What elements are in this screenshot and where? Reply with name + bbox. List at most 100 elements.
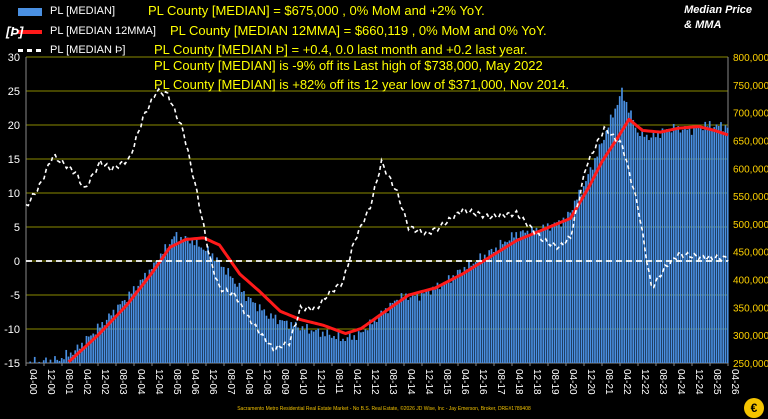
- right-tick-label-2: 350,000: [733, 303, 768, 314]
- median-bar: [103, 325, 106, 363]
- median-bar: [137, 285, 140, 363]
- median-bar: [535, 227, 538, 363]
- p-delta-line: [25, 87, 729, 353]
- median-bar: [616, 104, 619, 363]
- median-bar: [708, 121, 711, 363]
- median-bar: [425, 289, 428, 363]
- median-bar: [128, 291, 131, 363]
- median-bar: [486, 257, 488, 363]
- median-bar: [427, 290, 430, 363]
- median-bar: [522, 230, 524, 363]
- left-tick-label-1: -10: [4, 324, 20, 336]
- x-tick-label-6: 04-04: [135, 369, 146, 395]
- x-tick-label-32: 08-21: [603, 369, 614, 395]
- median-bar: [339, 341, 342, 363]
- x-tick-label-28: 12-18: [531, 369, 542, 395]
- median-bar: [371, 324, 374, 363]
- median-bar: [544, 228, 547, 363]
- median-bar: [83, 346, 86, 363]
- median-bar: [465, 269, 468, 363]
- right-tick-label-7: 600,000: [733, 164, 768, 175]
- x-tick-label-35: 08-23: [657, 369, 668, 395]
- median-bar: [418, 300, 421, 363]
- median-bar: [315, 329, 317, 363]
- median-bar: [582, 186, 585, 363]
- median-bar: [213, 260, 216, 363]
- median-bar: [564, 220, 567, 363]
- median-bar: [654, 137, 657, 363]
- median-bar: [634, 127, 637, 363]
- median-bar: [693, 126, 695, 363]
- median-bar: [335, 339, 338, 363]
- median-bar: [236, 286, 239, 363]
- median-bar: [272, 318, 275, 363]
- median-bar: [60, 358, 63, 363]
- median-bar: [681, 129, 684, 363]
- median-bar: [63, 359, 65, 363]
- median-bar: [229, 276, 232, 363]
- median-bar: [459, 269, 461, 363]
- right-tick-label-5: 500,000: [733, 220, 768, 231]
- x-tick-label-3: 04-02: [81, 369, 92, 395]
- left-tick-label-8: 25: [8, 86, 20, 98]
- median-bar: [337, 332, 340, 363]
- median-bar: [618, 96, 621, 363]
- median-bar: [555, 222, 558, 363]
- median-bar: [508, 240, 511, 363]
- legend-swatch-median: [18, 8, 42, 16]
- median-bar: [258, 304, 261, 363]
- median-bar: [355, 339, 358, 363]
- legend-name-mma: PL [MEDIAN 12MMA]: [50, 25, 156, 37]
- median-bar: [537, 231, 540, 363]
- median-bar: [519, 231, 522, 363]
- median-bar: [135, 290, 137, 363]
- x-tick-label-31: 12-20: [585, 369, 596, 395]
- median-bar: [443, 282, 446, 363]
- median-bar: [382, 313, 385, 363]
- median-bar: [290, 322, 293, 363]
- median-bar: [549, 230, 551, 363]
- median-bar: [675, 129, 677, 363]
- median-bar: [672, 123, 675, 363]
- median-bar: [69, 352, 72, 363]
- median-bar: [297, 327, 299, 363]
- median-bar: [495, 247, 497, 363]
- median-bar: [668, 128, 671, 363]
- median-bar: [166, 248, 169, 363]
- x-tick-label-12: 04-08: [243, 369, 254, 395]
- right-tick-label-9: 700,000: [733, 109, 768, 120]
- median-bar: [243, 291, 245, 363]
- median-bar: [207, 246, 209, 363]
- median-bar: [90, 335, 92, 363]
- right-tick-label-3: 400,000: [733, 276, 768, 287]
- chart-title-line2: & MMA: [684, 19, 722, 31]
- median-bar: [501, 244, 504, 363]
- median-bar: [252, 302, 254, 363]
- median-bar: [609, 114, 612, 364]
- median-bar: [299, 330, 302, 363]
- median-bar: [531, 226, 533, 363]
- median-bar: [198, 246, 200, 363]
- legend-swatch-pdelta: [18, 49, 42, 52]
- median-bar: [182, 240, 185, 363]
- median-bar: [144, 272, 146, 363]
- median-bar: [202, 249, 205, 363]
- median-bar: [276, 324, 279, 363]
- median-bar: [306, 324, 308, 363]
- chart-title-line1: Median Price: [684, 4, 752, 16]
- right-tick-label-6: 550,000: [733, 192, 768, 203]
- right-tick-label-11: 800,000: [733, 53, 768, 64]
- footer-credit: Sacramento Metro Residential Real Estate…: [237, 406, 531, 412]
- median-bar: [369, 319, 371, 363]
- x-tick-label-25: 12-16: [477, 369, 488, 395]
- median-bar: [436, 282, 439, 363]
- median-bar: [695, 127, 698, 363]
- median-bar: [117, 304, 119, 363]
- median-bar: [85, 335, 88, 363]
- x-tick-label-4: 12-02: [99, 369, 110, 395]
- median-bar: [580, 194, 583, 363]
- median-bar: [713, 127, 716, 363]
- p-delta-line-group: [25, 87, 729, 353]
- median-bar: [688, 126, 691, 363]
- median-bar: [112, 309, 115, 363]
